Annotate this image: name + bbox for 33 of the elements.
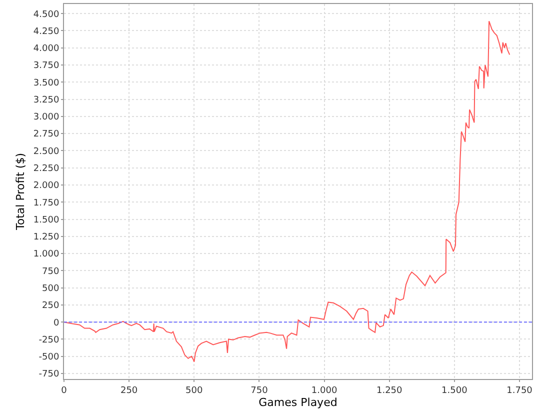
x-axis-title: Games Played [258, 396, 338, 409]
y-tick-label: 3.750 [33, 61, 60, 72]
y-axis-title: Total Profit ($) [14, 153, 28, 231]
y-tick-label: -750 [38, 370, 60, 380]
x-tick-label: 1.250 [376, 386, 403, 396]
y-tick-label: 2.250 [33, 164, 60, 174]
x-tick-label: 0 [61, 386, 68, 396]
y-tick-label: 2.000 [33, 181, 60, 192]
y-tick-label: 0 [53, 318, 60, 328]
y-tick-label: 500 [42, 284, 60, 294]
x-tick-label: 1.000 [311, 386, 338, 396]
y-tick-label: 4.000 [33, 44, 60, 54]
y-tick-label: 3.500 [33, 78, 60, 88]
x-tick-label: 750 [250, 386, 268, 396]
y-tick-label: 1.500 [33, 215, 60, 226]
line-series [64, 20, 510, 362]
y-tick-label: 4.250 [33, 26, 60, 37]
y-tick-label: 250 [42, 301, 60, 312]
y-tick-label: -500 [38, 352, 60, 363]
y-tick-label: 4.500 [33, 10, 60, 20]
y-tick-label: 1.000 [33, 250, 60, 260]
y-tick-label: 2.500 [33, 146, 60, 157]
y-tick-label: 3.000 [33, 112, 60, 123]
y-tick-label: 1.750 [33, 198, 60, 208]
y-tick-label: 750 [42, 266, 60, 277]
x-tick-label: 250 [120, 386, 138, 396]
y-tick-label: -250 [38, 335, 60, 346]
y-tick-label: 2.750 [33, 130, 60, 140]
x-tick-label: 1.500 [442, 386, 468, 396]
x-tick-label: 1.750 [506, 386, 533, 396]
y-tick-label: 3.250 [33, 95, 60, 106]
x-tick-label: 500 [186, 386, 203, 396]
y-tick-label: 1.250 [33, 232, 60, 243]
